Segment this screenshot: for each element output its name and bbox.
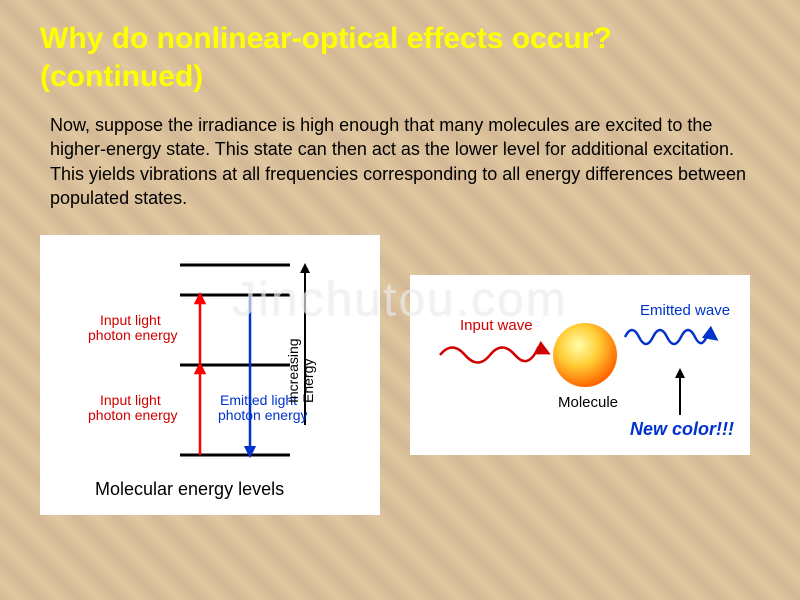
emitted-wave-label: Emitted wave bbox=[640, 302, 730, 319]
input-label-upper-2: photon energy bbox=[88, 327, 178, 343]
input-label-upper-1: Input light bbox=[100, 312, 161, 328]
increasing-energy-label: Increasing Energy bbox=[285, 335, 316, 403]
molecule-circle bbox=[553, 323, 617, 387]
slide-body: Now, suppose the irradiance is high enou… bbox=[50, 113, 760, 210]
energy-levels-panel: Input light photon energy Input light ph… bbox=[40, 235, 380, 515]
input-label-lower-1: Input light bbox=[100, 392, 161, 408]
molecule-panel: Input wave Emitted wave Molecule New col… bbox=[410, 275, 750, 455]
input-wave-label: Input wave bbox=[460, 317, 533, 334]
emitted-label-2: photon energy bbox=[218, 407, 308, 423]
new-color-label: New color!!! bbox=[630, 419, 734, 439]
input-wave bbox=[440, 348, 548, 363]
molecule-svg: Input wave Emitted wave Molecule New col… bbox=[410, 275, 750, 455]
energy-levels-svg: Input light photon energy Input light ph… bbox=[40, 235, 380, 515]
input-label-lower-2: photon energy bbox=[88, 407, 178, 423]
emitted-wave bbox=[625, 330, 716, 344]
energy-levels-caption: Molecular energy levels bbox=[95, 479, 284, 499]
slide-title: Why do nonlinear-optical effects occur? … bbox=[40, 20, 760, 95]
diagram-row: Input light photon energy Input light ph… bbox=[40, 235, 760, 515]
slide-container: Why do nonlinear-optical effects occur? … bbox=[0, 0, 800, 600]
molecule-label: Molecule bbox=[558, 394, 618, 411]
